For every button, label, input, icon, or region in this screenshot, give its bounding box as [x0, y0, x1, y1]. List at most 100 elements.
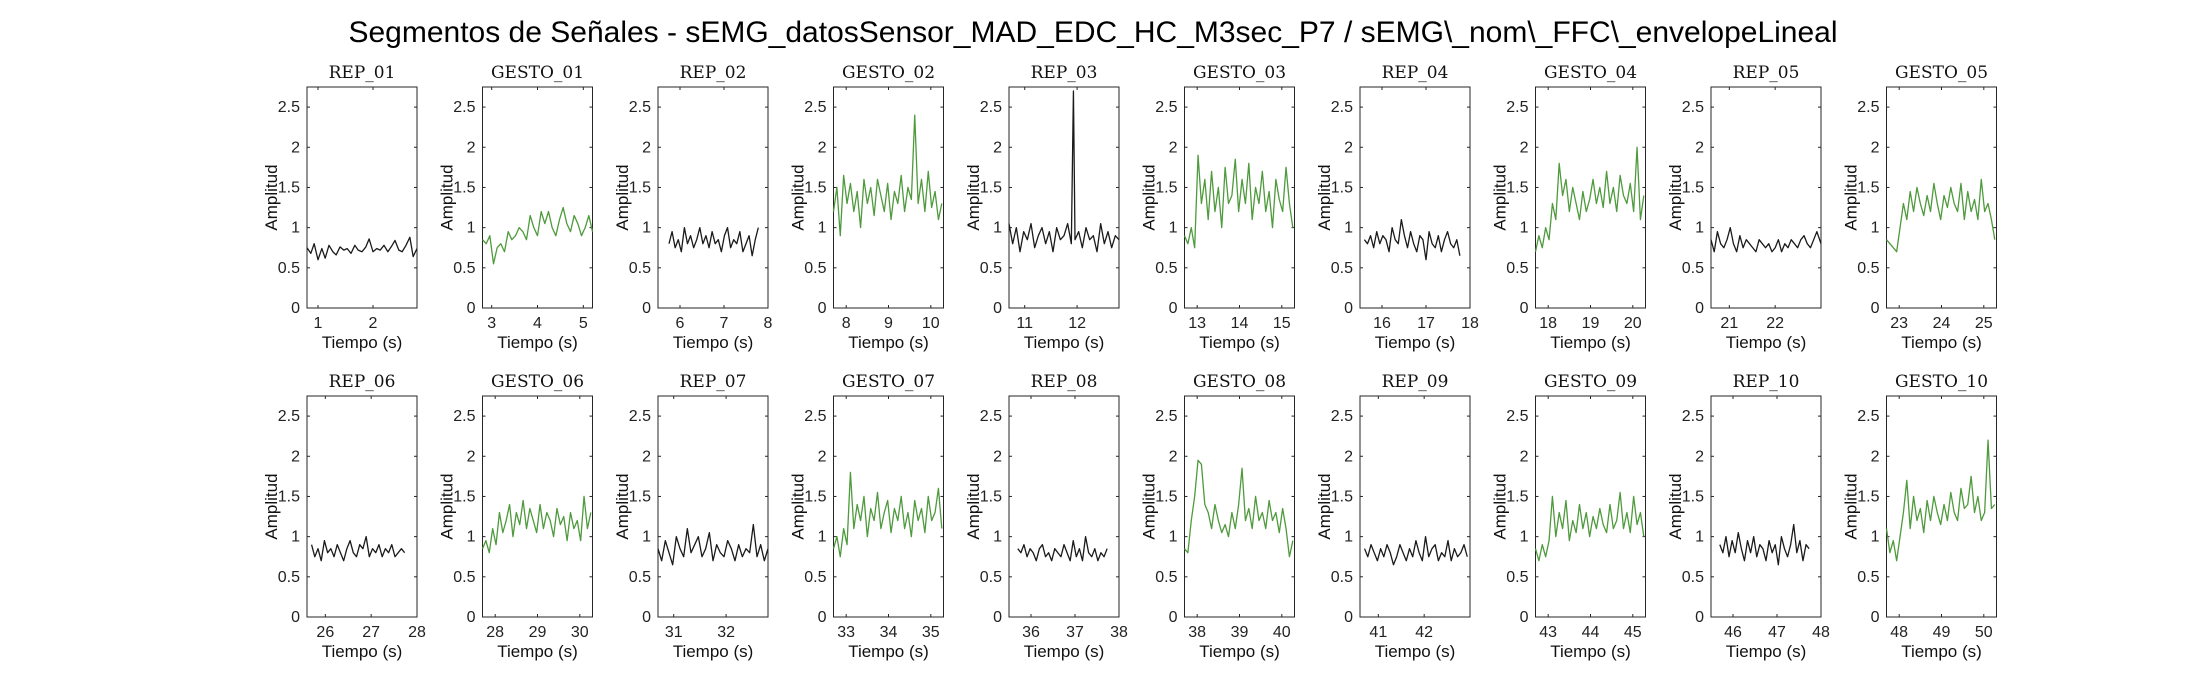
- subplot-title: REP_01: [329, 63, 396, 83]
- axes-box: [1359, 86, 1471, 309]
- y-tick-label: 2: [642, 139, 651, 156]
- subplot-gesto-01: 0 0.5 1 1.5 2 2.5 3 4 5 GESTO_01 Tiempo (s) Amplitu…: [438, 63, 594, 352]
- y-tick-label: 0: [642, 609, 651, 626]
- y-tick-label: 0: [642, 300, 651, 317]
- y-tick-label: 0.5: [804, 569, 826, 586]
- x-tick-label: 7: [720, 315, 729, 332]
- y-tick-label: 0: [1871, 300, 1880, 317]
- x-axis-label: Tiempo (s): [1375, 642, 1456, 661]
- series-line: [657, 523, 769, 566]
- y-tick-label: 0.5: [804, 260, 826, 277]
- subplot-rep-01: 0 0.5 1 1.5 2 2.5 1 2 REP_01 Tiempo (s) Amplitud: [262, 63, 418, 352]
- x-tick-label: 5: [579, 315, 588, 332]
- axes-box: [1710, 395, 1822, 618]
- x-tick-label: 35: [922, 624, 940, 641]
- x-tick-label: 31: [665, 624, 683, 641]
- y-tick-label: 2.5: [629, 99, 651, 116]
- y-tick-label: 0: [1695, 609, 1704, 626]
- y-axis-label: Amplitud: [789, 164, 808, 230]
- y-tick-label: 2: [1871, 139, 1880, 156]
- y-tick-label: 2: [818, 448, 827, 465]
- y-tick-label: 0.5: [980, 569, 1002, 586]
- x-axis-label: Tiempo (s): [1375, 333, 1456, 352]
- y-axis-label: Amplitud: [438, 473, 457, 539]
- y-tick-label: 1.5: [1506, 179, 1528, 196]
- y-tick-label: 2: [1344, 139, 1353, 156]
- y-tick-label: 1: [291, 529, 300, 546]
- x-tick-label: 36: [1022, 624, 1040, 641]
- y-tick-label: 2.5: [629, 408, 651, 425]
- x-tick-label: 10: [922, 315, 940, 332]
- subplot-title: GESTO_05: [1895, 63, 1988, 83]
- y-tick-label: 2.5: [453, 408, 475, 425]
- y-tick-label: 1.5: [278, 179, 300, 196]
- x-tick-label: 4: [533, 315, 542, 332]
- x-tick-label: 20: [1624, 315, 1642, 332]
- subplot-rep-08: 0 0.5 1 1.5 2 2.5 36 37 38 REP_08 Tiempo (s) Amplit…: [964, 372, 1128, 661]
- x-tick-label: 22: [1766, 315, 1784, 332]
- y-tick-label: 0.5: [278, 260, 300, 277]
- subplot-rep-06: 0 0.5 1 1.5 2 2.5 26 27 28 REP_06 Tiempo (s) Amplit…: [262, 372, 426, 661]
- y-tick-label: 0: [818, 300, 827, 317]
- subplot-gesto-08: 0 0.5 1 1.5 2 2.5 38 39 40 GESTO_08 Tiempo (s) Ampl…: [1140, 372, 1295, 661]
- series-line: [1008, 90, 1120, 253]
- y-tick-label: 0: [467, 609, 476, 626]
- y-tick-label: 0: [1520, 300, 1529, 317]
- subplot-title: REP_07: [680, 372, 747, 392]
- y-tick-label: 2.5: [1682, 408, 1704, 425]
- x-tick-label: 29: [529, 624, 547, 641]
- y-tick-label: 0: [1344, 300, 1353, 317]
- subplot-gesto-09: 0 0.5 1 1.5 2 2.5 43 44 45 GESTO_09 Tiempo (s) Ampl…: [1491, 372, 1646, 661]
- series-line: [1363, 218, 1461, 261]
- y-tick-label: 0: [1344, 609, 1353, 626]
- subplot-title: GESTO_09: [1544, 372, 1637, 392]
- y-tick-label: 0.5: [629, 260, 651, 277]
- x-tick-label: 50: [1975, 624, 1993, 641]
- y-tick-label: 2.5: [1506, 408, 1528, 425]
- subplot-title: REP_04: [1382, 63, 1449, 83]
- y-tick-label: 1: [467, 529, 476, 546]
- y-tick-label: 0: [1169, 300, 1178, 317]
- y-tick-label: 1: [1344, 220, 1353, 237]
- y-tick-label: 1.5: [980, 179, 1002, 196]
- y-tick-label: 1.5: [1857, 179, 1879, 196]
- series-line: [1885, 439, 1996, 562]
- series-line: [306, 236, 418, 261]
- x-tick-label: 2: [369, 315, 378, 332]
- subplot-title: REP_03: [1031, 63, 1098, 83]
- y-tick-label: 1.5: [980, 488, 1002, 505]
- y-tick-label: 2: [1169, 139, 1178, 156]
- subplot-title: GESTO_03: [1193, 63, 1286, 83]
- x-tick-label: 13: [1188, 315, 1206, 332]
- y-tick-label: 1: [1871, 220, 1880, 237]
- y-tick-label: 1.5: [1857, 488, 1879, 505]
- y-tick-label: 1.5: [629, 179, 651, 196]
- y-tick-label: 2: [1520, 139, 1529, 156]
- x-tick-label: 18: [1461, 315, 1479, 332]
- y-tick-label: 2.5: [1331, 99, 1353, 116]
- x-axis-label: Tiempo (s): [322, 642, 403, 661]
- series-line: [310, 535, 406, 562]
- x-tick-label: 24: [1933, 315, 1951, 332]
- x-tick-label: 28: [486, 624, 504, 641]
- x-tick-label: 21: [1720, 315, 1738, 332]
- x-tick-label: 33: [837, 624, 855, 641]
- y-tick-label: 2.5: [804, 99, 826, 116]
- y-tick-label: 1: [1695, 220, 1704, 237]
- y-tick-label: 0.5: [980, 260, 1002, 277]
- y-axis-label: Amplitud: [438, 164, 457, 230]
- subplot-rep-05: 0 0.5 1 1.5 2 2.5 21 22 REP_05 Tiempo (s) Amplitud: [1666, 63, 1822, 352]
- subplot-rep-04: 0 0.5 1 1.5 2 2.5 16 17 18 REP_04 Tiempo (s) Amplit…: [1315, 63, 1479, 352]
- axes-box: [1359, 395, 1471, 618]
- x-tick-label: 38: [1188, 624, 1206, 641]
- series-line: [1719, 523, 1810, 566]
- y-tick-label: 2.5: [1682, 99, 1704, 116]
- y-tick-label: 0.5: [1155, 260, 1177, 277]
- y-tick-label: 1.5: [453, 179, 475, 196]
- x-tick-label: 40: [1273, 624, 1291, 641]
- y-tick-label: 1.5: [804, 179, 826, 196]
- y-tick-label: 2: [1695, 139, 1704, 156]
- y-tick-label: 1.5: [804, 488, 826, 505]
- x-axis-label: Tiempo (s): [1901, 642, 1982, 661]
- y-axis-label: Amplitud: [1666, 164, 1685, 230]
